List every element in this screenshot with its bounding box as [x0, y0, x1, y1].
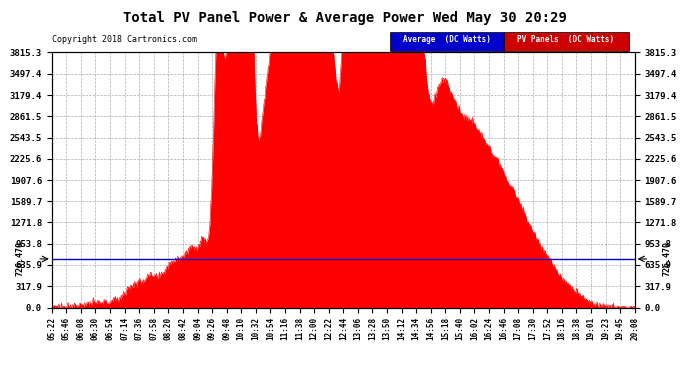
FancyBboxPatch shape: [504, 32, 629, 51]
Text: PV Panels  (DC Watts): PV Panels (DC Watts): [518, 35, 615, 44]
Text: Total PV Panel Power & Average Power Wed May 30 20:29: Total PV Panel Power & Average Power Wed…: [123, 11, 567, 25]
FancyBboxPatch shape: [390, 32, 504, 51]
Text: 726.470: 726.470: [662, 242, 671, 276]
Text: 726.470: 726.470: [15, 242, 24, 276]
Text: Average  (DC Watts): Average (DC Watts): [402, 35, 491, 44]
Text: Copyright 2018 Cartronics.com: Copyright 2018 Cartronics.com: [52, 34, 197, 44]
